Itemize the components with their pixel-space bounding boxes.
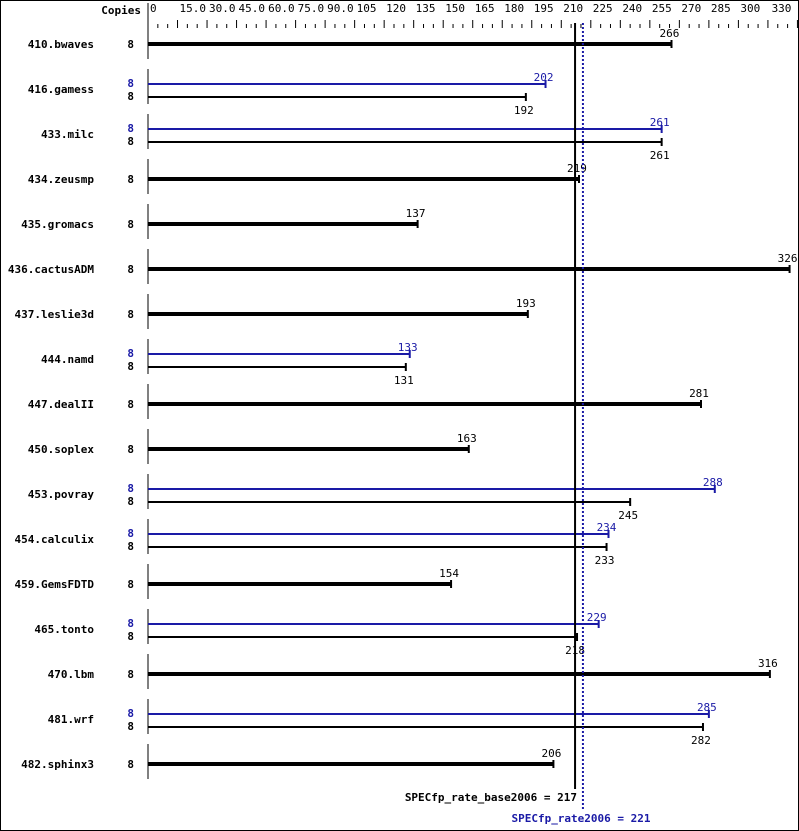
peak-copies: 8 [127, 122, 134, 135]
base-copies: 8 [127, 758, 134, 771]
base-copies: 8 [127, 38, 134, 51]
benchmark-name: 437.leslie3d [15, 308, 94, 321]
base-copies: 8 [127, 540, 134, 553]
tick-label: 180 [504, 2, 524, 15]
benchmark-name: 433.milc [41, 128, 94, 141]
tick-label: 75.0 [298, 2, 325, 15]
tick-label: 255 [652, 2, 672, 15]
tick-label: 225 [593, 2, 613, 15]
base-value-label: 326 [778, 252, 798, 265]
base-value-label: 266 [660, 27, 680, 40]
peak-copies: 8 [127, 707, 134, 720]
base-copies: 8 [127, 495, 134, 508]
peak-value-label: 285 [697, 701, 717, 714]
benchmark-name: 481.wrf [48, 713, 94, 726]
peak-value-label: 202 [534, 71, 554, 84]
tick-label: 195 [534, 2, 554, 15]
base-value-label: 219 [567, 162, 587, 175]
tick-label: 210 [563, 2, 583, 15]
base-copies: 8 [127, 263, 134, 276]
base-value-label: 192 [514, 104, 534, 117]
base-value-label: 206 [541, 747, 561, 760]
peak-value-label: 288 [703, 476, 723, 489]
base-value-label: 245 [618, 509, 638, 522]
base-summary-label: SPECfp_rate_base2006 = 217 [405, 791, 577, 804]
peak-value-label: 133 [398, 341, 418, 354]
base-copies: 8 [127, 443, 134, 456]
base-value-label: 261 [650, 149, 670, 162]
benchmark-name: 454.calculix [15, 533, 95, 546]
tick-label: 285 [711, 2, 731, 15]
tick-label: 165 [475, 2, 495, 15]
base-value-label: 233 [595, 554, 615, 567]
copies-header: Copies [101, 4, 141, 17]
tick-label: 330 [772, 2, 792, 15]
tick-label: 45.0 [239, 2, 266, 15]
base-value-label: 131 [394, 374, 414, 387]
benchmark-name: 410.bwaves [28, 38, 94, 51]
base-copies: 8 [127, 360, 134, 373]
tick-label: 300 [740, 2, 760, 15]
peak-copies: 8 [127, 482, 134, 495]
base-copies: 8 [127, 668, 134, 681]
benchmark-name: 482.sphinx3 [21, 758, 94, 771]
peak-summary-label: SPECfp_rate2006 = 221 [511, 812, 650, 825]
benchmark-name: 459.GemsFDTD [15, 578, 95, 591]
benchmark-name: 447.dealII [28, 398, 94, 411]
tick-label: 0 [150, 2, 157, 15]
base-value-label: 163 [457, 432, 477, 445]
peak-copies: 8 [127, 527, 134, 540]
peak-value-label: 229 [587, 611, 607, 624]
tick-label: 60.0 [268, 2, 295, 15]
benchmark-name: 444.namd [41, 353, 94, 366]
base-value-label: 193 [516, 297, 536, 310]
base-value-label: 316 [758, 657, 778, 670]
base-copies: 8 [127, 90, 134, 103]
base-copies: 8 [127, 173, 134, 186]
base-value-label: 154 [439, 567, 459, 580]
base-value-label: 282 [691, 734, 711, 747]
tick-label: 240 [622, 2, 642, 15]
benchmark-name: 450.soplex [28, 443, 95, 456]
base-copies: 8 [127, 578, 134, 591]
benchmark-name: 435.gromacs [21, 218, 94, 231]
peak-copies: 8 [127, 347, 134, 360]
base-copies: 8 [127, 720, 134, 733]
peak-value-label: 234 [597, 521, 617, 534]
base-copies: 8 [127, 218, 134, 231]
tick-label: 120 [386, 2, 406, 15]
benchmark-name: 436.cactusADM [8, 263, 94, 276]
tick-label: 270 [681, 2, 701, 15]
benchmark-name: 453.povray [28, 488, 95, 501]
peak-copies: 8 [127, 77, 134, 90]
peak-value-label: 261 [650, 116, 670, 129]
benchmark-name: 470.lbm [48, 668, 95, 681]
tick-label: 15.0 [180, 2, 207, 15]
tick-label: 105 [357, 2, 377, 15]
benchmark-name: 434.zeusmp [28, 173, 95, 186]
base-copies: 8 [127, 308, 134, 321]
base-value-label: 281 [689, 387, 709, 400]
base-copies: 8 [127, 135, 134, 148]
tick-label: 135 [416, 2, 436, 15]
base-copies: 8 [127, 398, 134, 411]
peak-copies: 8 [127, 617, 134, 630]
base-copies: 8 [127, 630, 134, 643]
benchmark-name: 416.gamess [28, 83, 94, 96]
tick-label: 90.0 [327, 2, 354, 15]
tick-label: 30.0 [209, 2, 236, 15]
tick-label: 150 [445, 2, 465, 15]
benchmark-name: 465.tonto [34, 623, 94, 636]
base-value-label: 137 [406, 207, 426, 220]
